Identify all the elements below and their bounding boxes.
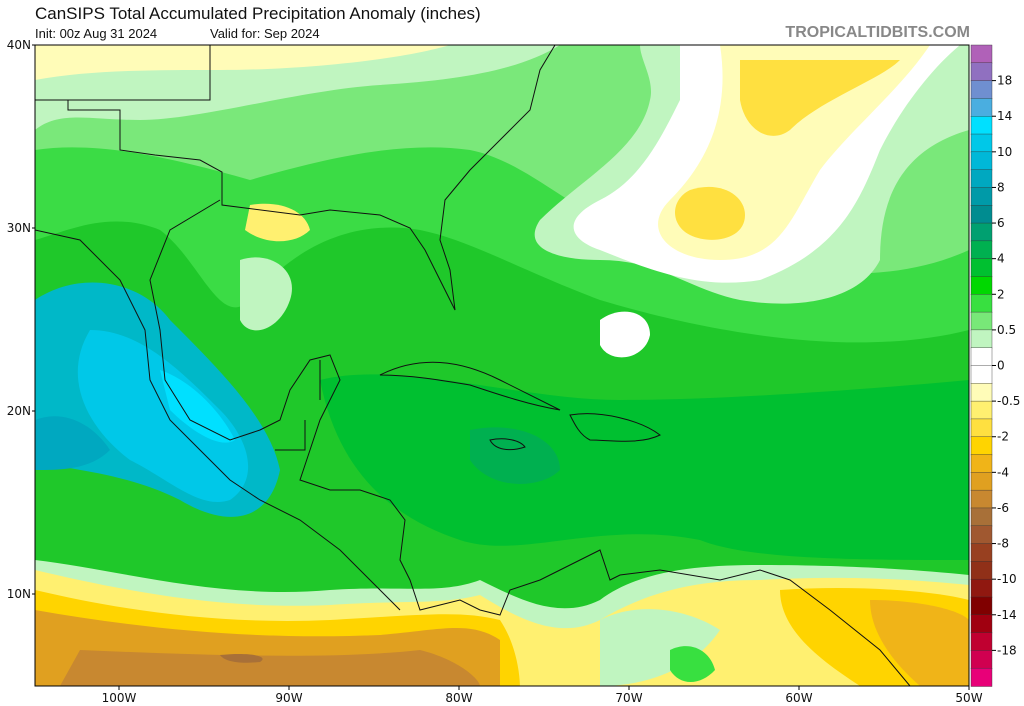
colorbar-swatch (970, 311, 993, 331)
colorbar-swatch (970, 222, 993, 242)
colorbar-swatch (970, 383, 993, 402)
colorbar: 18 14 10 8 6 4 2 0.5 0 -0.5 -2 -4 -6 -8 -10 -14 -18 (970, 44, 1020, 687)
colorbar-swatch (970, 561, 993, 580)
valid-time: Valid for: Sep 2024 (210, 26, 320, 41)
colorbar-swatch (970, 294, 993, 313)
lon-label-100w: 100W (102, 691, 137, 705)
brand-watermark: TROPICALTIDBITS.COM (785, 24, 970, 41)
colorbar-swatch (970, 44, 993, 64)
axis-ticks: 40N 30N 20N 10N 100W 90W 80W 70W 60W 50W (7, 38, 983, 705)
colorbar-swatch (970, 151, 993, 171)
colorbar-swatch (970, 205, 993, 224)
colorbar-label: -10 (997, 572, 1017, 586)
coastlines (35, 45, 911, 686)
colorbar-label: -8 (997, 537, 1009, 551)
colorbar-swatch (970, 596, 993, 616)
lat-label-40n: 40N (7, 38, 31, 52)
colorbar-label: -14 (997, 608, 1017, 622)
init-time: Init: 00z Aug 31 2024 (35, 26, 158, 41)
map-title: CanSIPS Total Accumulated Precipitation … (35, 4, 481, 23)
lon-label-70w: 70W (615, 691, 642, 705)
colorbar-swatch (970, 525, 993, 545)
colorbar-label: -6 (997, 501, 1009, 515)
anomaly-field (35, 45, 969, 686)
colorbar-swatch (970, 347, 993, 367)
colorbar-label: -4 (997, 465, 1009, 479)
lat-label-30n: 30N (7, 221, 31, 235)
colorbar-swatch (970, 436, 993, 456)
colorbar-swatch (970, 454, 993, 474)
colorbar-swatch (970, 365, 993, 385)
colorbar-swatch (970, 329, 993, 349)
colorbar-swatch (970, 667, 993, 687)
colorbar-swatch (970, 418, 993, 438)
colorbar-label: 8 (997, 180, 1005, 194)
colorbar-swatch (970, 614, 993, 634)
colorbar-label: 2 (997, 287, 1005, 301)
colorbar-swatch (970, 632, 993, 652)
map-frame (34, 44, 970, 687)
colorbar-swatch (970, 650, 993, 669)
colorbar-swatch (970, 543, 993, 563)
colorbar-label: -0.5 (997, 394, 1020, 408)
colorbar-swatch (970, 578, 993, 598)
colorbar-label: 10 (997, 145, 1012, 159)
colorbar-swatch (970, 472, 993, 491)
colorbar-label: 0.5 (997, 323, 1016, 337)
colorbar-swatch (970, 276, 993, 295)
colorbar-swatch (970, 240, 993, 260)
colorbar-swatch (970, 400, 993, 420)
colorbar-swatch (970, 98, 993, 117)
colorbar-swatch (970, 169, 993, 189)
colorbar-label: 0 (997, 359, 1005, 373)
colorbar-swatch (970, 80, 993, 100)
colorbar-label: -18 (997, 643, 1017, 657)
lon-label-90w: 90W (275, 691, 302, 705)
colorbar-swatch (970, 489, 993, 509)
colorbar-swatch (970, 187, 993, 206)
colorbar-label: 4 (997, 252, 1005, 266)
colorbar-label: 18 (997, 74, 1012, 88)
colorbar-label: 14 (997, 109, 1012, 123)
lon-label-50w: 50W (955, 691, 982, 705)
lon-label-80w: 80W (445, 691, 472, 705)
lat-label-20n: 20N (7, 404, 31, 418)
lat-label-10n: 10N (7, 587, 31, 601)
colorbar-swatch (970, 133, 993, 153)
colorbar-swatch (970, 507, 993, 527)
colorbar-swatch (970, 116, 993, 135)
colorbar-swatch (970, 258, 993, 278)
colorbar-label: 6 (997, 216, 1005, 230)
lon-label-60w: 60W (785, 691, 812, 705)
colorbar-label: -2 (997, 430, 1009, 444)
colorbar-swatch (970, 62, 993, 82)
